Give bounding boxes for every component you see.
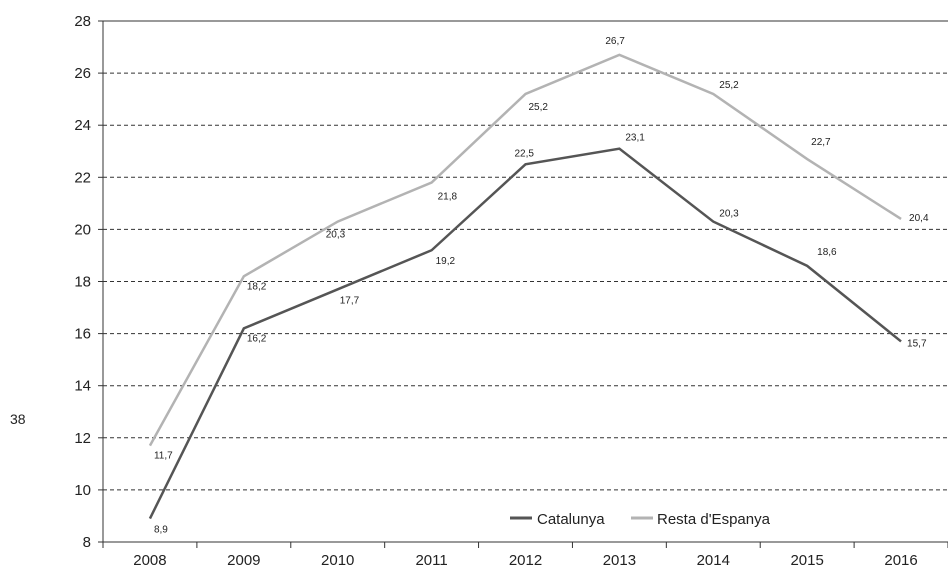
x-tick-label-2012: 2012 <box>509 552 542 569</box>
y-tick-label-28: 28 <box>74 13 91 30</box>
y-tick-label-24: 24 <box>74 117 91 134</box>
x-tick-label-2014: 2014 <box>697 552 730 569</box>
y-tick-label-26: 26 <box>74 65 91 82</box>
data-label-catalunya-2012: 22,5 <box>515 148 535 159</box>
data-label-catalunya-2011: 19,2 <box>436 256 456 267</box>
data-label-resta-2015: 22,7 <box>811 137 831 148</box>
data-label-catalunya-2015: 18,6 <box>817 247 837 258</box>
data-labels: 8,9 16,2 17,7 19,2 22,5 23,1 20,3 18,6 15,7 11,7 1… <box>154 36 929 536</box>
legend: Catalunya Resta d'Espanya <box>510 511 771 528</box>
x-tick-label-2010: 2010 <box>321 552 354 569</box>
data-label-catalunya-2008: 8,9 <box>154 525 168 536</box>
data-label-catalunya-2009: 16,2 <box>247 333 267 344</box>
data-label-resta-2013: 26,7 <box>605 36 625 47</box>
series-line-catalunya <box>148 147 902 520</box>
data-label-catalunya-2013: 23,1 <box>625 133 645 144</box>
y-tick-label-22: 22 <box>74 169 91 186</box>
series-lines <box>148 53 902 520</box>
data-label-resta-2014: 25,2 <box>719 80 739 91</box>
data-label-resta-2010: 20,3 <box>326 230 346 241</box>
legend-label-catalunya: Catalunya <box>537 511 605 528</box>
data-label-resta-2011: 21,8 <box>438 192 458 203</box>
y-tick-label-12: 12 <box>74 430 91 447</box>
data-label-resta-2009: 18,2 <box>247 281 267 292</box>
legend-label-resta: Resta d'Espanya <box>657 511 771 528</box>
side-running-header: 016-2017 <box>0 490 2 549</box>
x-tick-label-2015: 2015 <box>790 552 823 569</box>
y-tick-label-18: 18 <box>74 274 91 291</box>
page-number: 38 <box>10 411 26 427</box>
series-line-resta <box>148 53 902 447</box>
y-tick-label-14: 14 <box>74 378 91 395</box>
y-tick-label-16: 16 <box>74 326 91 343</box>
data-label-catalunya-2014: 20,3 <box>719 209 739 220</box>
y-tick-label-10: 10 <box>74 482 91 499</box>
data-label-resta-2012: 25,2 <box>529 102 549 113</box>
data-label-resta-2008: 11,7 <box>154 451 173 462</box>
x-tick-label-2016: 2016 <box>884 552 917 569</box>
x-tick-label-2011: 2011 <box>415 552 447 569</box>
y-tick-label-20: 20 <box>74 221 91 238</box>
data-label-catalunya-2010: 17,7 <box>340 295 360 306</box>
data-label-resta-2016: 20,4 <box>909 213 929 224</box>
grid-lines <box>103 72 948 491</box>
axes: 8 10 12 14 16 18 20 22 24 26 28 2008 2009 2010 2011 201… <box>74 13 948 569</box>
data-label-catalunya-2016: 15,7 <box>907 338 927 349</box>
x-tick-label-2013: 2013 <box>603 552 636 569</box>
x-tick-label-2008: 2008 <box>133 552 166 569</box>
x-tick-label-2009: 2009 <box>227 552 260 569</box>
y-tick-label-8: 8 <box>83 534 91 551</box>
